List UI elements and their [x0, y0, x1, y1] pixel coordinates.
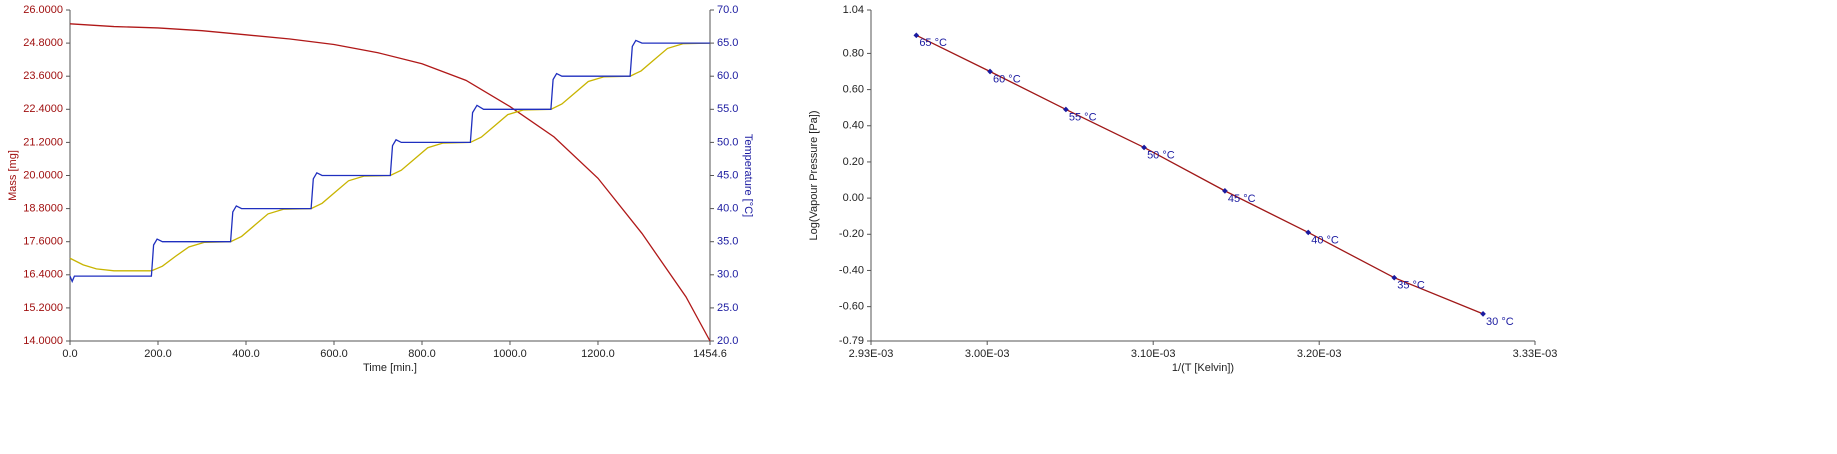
- y2-tick-label: 40.0: [717, 203, 738, 215]
- y-tick-label: 0.60: [843, 83, 864, 95]
- y2-tick-label: 30.0: [717, 269, 738, 281]
- data-point: [1141, 144, 1147, 151]
- data-point: [913, 32, 920, 39]
- y2-tick-label: 65.0: [717, 37, 738, 49]
- x-tick-label: 3.00E-03: [965, 348, 1010, 360]
- point-label: 65 °C: [919, 37, 947, 49]
- y-tick-label: 17.6000: [23, 236, 63, 248]
- data-point: [1305, 229, 1312, 236]
- series-line: [69, 42, 711, 272]
- x-axis-label: Time [min.]: [363, 362, 417, 374]
- point-label: 60 °C: [993, 73, 1021, 85]
- y2-tick-label: 55.0: [717, 103, 738, 115]
- y-axis-label: Mass [mg]: [7, 150, 19, 201]
- y-tick-label: 0.40: [843, 120, 864, 132]
- data-point: [987, 68, 993, 75]
- x-tick-label: 3.20E-03: [1297, 348, 1342, 360]
- y2-tick-label: 50.0: [717, 136, 738, 148]
- y-tick-label: -0.20: [839, 228, 864, 240]
- y-tick-label: 1.04: [843, 4, 864, 16]
- x-tick-label: 3.10E-03: [1131, 348, 1176, 360]
- point-label: 50 °C: [1147, 149, 1175, 161]
- y-tick-label: 0.20: [843, 156, 864, 168]
- data-point: [1063, 106, 1069, 113]
- y2-tick-label: 35.0: [717, 236, 738, 248]
- y-tick-label: -0.60: [839, 301, 864, 313]
- x-tick-label: 3.33E-03: [1513, 348, 1558, 360]
- y-tick-label: 15.2000: [23, 302, 63, 314]
- y-tick-label: -0.40: [839, 264, 864, 276]
- x-tick-label: 2.93E-03: [849, 348, 894, 360]
- x-tick-label: 400.0: [232, 348, 260, 360]
- series-line: [916, 34, 1484, 315]
- y-tick-label: 0.80: [843, 47, 864, 59]
- y-tick-label: 16.4000: [23, 269, 63, 281]
- y2-axis-label: Temperature [°C]: [742, 134, 754, 217]
- y-tick-label: 0.00: [843, 192, 864, 204]
- point-label: 30 °C: [1486, 316, 1514, 328]
- y2-tick-label: 60.0: [717, 70, 738, 82]
- series-line: [69, 39, 710, 284]
- data-point: [1480, 311, 1486, 317]
- y2-tick-label: 45.0: [717, 169, 738, 181]
- x-tick-label: 800.0: [408, 348, 436, 360]
- y-tick-label: -0.79: [839, 335, 864, 347]
- x-tick-label: 1000.0: [493, 348, 527, 360]
- y-tick-label: 21.2000: [23, 136, 63, 148]
- y-tick-label: 18.8000: [23, 203, 63, 215]
- x-tick-label: 200.0: [144, 348, 172, 360]
- point-label: 40 °C: [1311, 234, 1339, 246]
- point-label: 55 °C: [1069, 111, 1097, 123]
- y-tick-label: 24.8000: [23, 37, 63, 49]
- y-tick-label: 22.4000: [23, 103, 63, 115]
- y-tick-label: 14.0000: [23, 335, 63, 347]
- y2-tick-label: 70.0: [717, 4, 738, 16]
- x-tick-label: 1200.0: [581, 348, 615, 360]
- data-point: [1391, 274, 1398, 281]
- y-tick-label: 20.0000: [23, 169, 63, 181]
- y2-tick-label: 25.0: [717, 302, 738, 314]
- x-axis-label: 1/(T [Kelvin]): [1172, 362, 1234, 374]
- y2-tick-label: 20.0: [717, 335, 738, 347]
- series-line: [69, 23, 711, 342]
- point-label: 45 °C: [1228, 193, 1256, 205]
- point-label: 35 °C: [1397, 280, 1425, 292]
- y-tick-label: 23.6000: [23, 70, 63, 82]
- x-tick-label: 0.0: [62, 348, 77, 360]
- data-point: [1222, 188, 1228, 194]
- y-axis-label: Log(Vapour Pressure [Pa]): [808, 110, 820, 240]
- y-tick-label: 26.0000: [23, 4, 63, 16]
- x-tick-label: 600.0: [320, 348, 348, 360]
- x-tick-label: 1454.6: [693, 348, 727, 360]
